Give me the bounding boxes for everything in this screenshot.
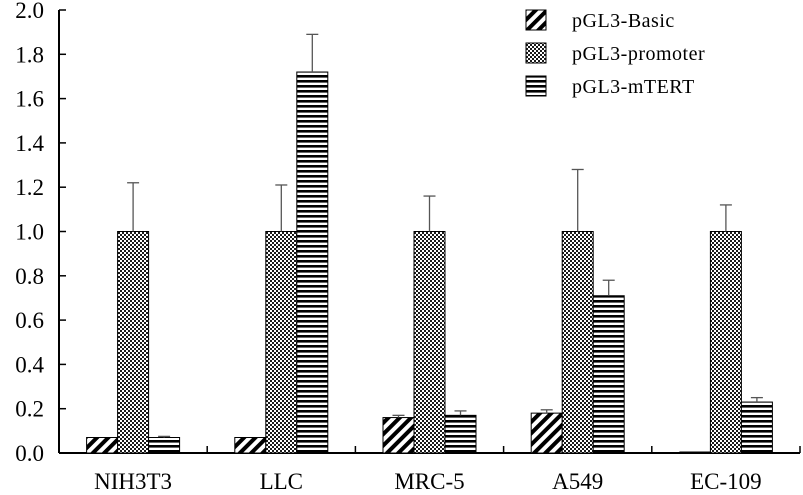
bars [86, 71, 773, 454]
bar-pgl3-mtert-ec-109 [740, 401, 773, 454]
bar-pgl3-mtert-llc [296, 71, 329, 454]
y-tick-label: 1.8 [15, 42, 44, 67]
x-tick-label-mrc-5: MRC-5 [394, 469, 464, 494]
legend-swatch-pgl3-promoter [525, 42, 547, 64]
legend-swatch-pgl3-mtert [525, 75, 547, 97]
y-tick-label: 1.2 [15, 175, 44, 200]
bar-pgl3-promoter-llc [265, 231, 298, 454]
y-tick-label: 1.0 [15, 220, 44, 245]
y-tick-label: 0.4 [15, 352, 44, 377]
bar-pgl3-basic-llc [234, 436, 267, 454]
y-tick-label: 0.2 [15, 397, 44, 422]
y-tick-label: 1.6 [15, 87, 44, 112]
y-tick-label: 0.8 [15, 264, 44, 289]
y-tick-label: 1.4 [15, 131, 44, 156]
bar-pgl3-mtert-a549 [592, 295, 625, 454]
bar-pgl3-promoter-a549 [561, 231, 594, 454]
x-tick-label-llc: LLC [260, 469, 303, 494]
x-tick-label-a549: A549 [552, 469, 603, 494]
bar-pgl3-basic-a549 [530, 412, 563, 454]
bar-pgl3-promoter-mrc-5 [413, 231, 446, 454]
y-tick-label: 0.6 [15, 308, 44, 333]
bar-pgl3-basic-mrc-5 [382, 417, 415, 454]
legend-label-pgl3-basic: pGL3-Basic [572, 10, 675, 32]
x-tick-label-nih3t3: NIH3T3 [94, 469, 172, 494]
y-tick-label: 2.0 [15, 0, 44, 23]
axes: 0.0 0.2 0.4 0.6 0.8 1.0 1.2 1.4 1.6 1.8 2.0 NIH3T3 L… [15, 0, 801, 494]
bar-pgl3-basic-nih3t3 [86, 436, 119, 454]
legend-label-pgl3-promoter: pGL3-promoter [572, 43, 705, 65]
error-bars [127, 33, 763, 438]
bar-pgl3-promoter-nih3t3 [117, 231, 150, 454]
legend-swatch-pgl3-basic [525, 9, 547, 31]
legend-label-pgl3-mtert: pGL3-mTERT [572, 76, 695, 98]
x-tick-label-ec-109: EC-109 [690, 469, 762, 494]
bar-pgl3-promoter-ec-109 [709, 231, 742, 454]
y-tick-label: 0.0 [15, 441, 44, 466]
legend: pGL3-Basic pGL3-promoter pGL3-mTERT [525, 9, 705, 98]
bar-pgl3-mtert-mrc-5 [444, 414, 477, 454]
bar-pgl3-mtert-nih3t3 [148, 436, 181, 454]
